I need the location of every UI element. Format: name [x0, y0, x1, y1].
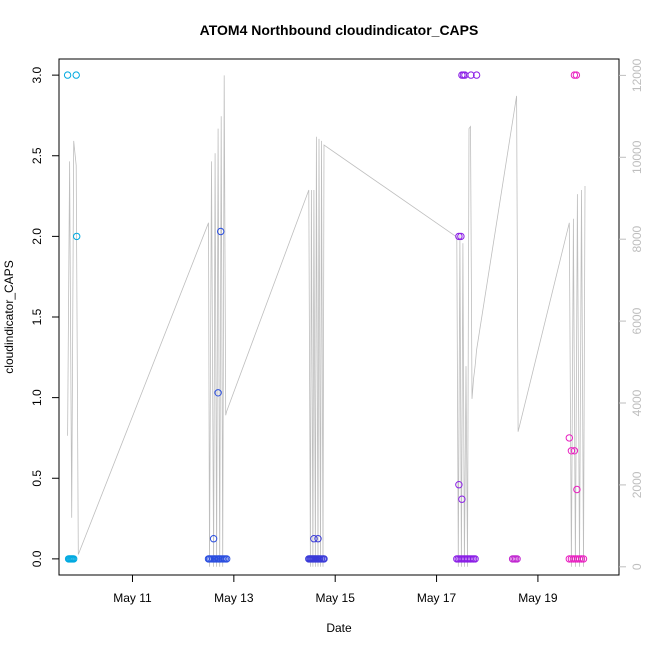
data-point-series-1	[73, 232, 81, 241]
data-point-series-4	[455, 481, 463, 489]
data-point-series-4	[467, 71, 475, 79]
right-y-tick-label: 6000	[630, 307, 644, 334]
data-point-series-1	[72, 71, 80, 79]
y-tick-label: 1.5	[30, 308, 44, 325]
right-y-tick-label: 10000	[630, 140, 644, 174]
y-tick-label: 0.5	[30, 470, 44, 487]
data-point-series-1	[70, 555, 78, 563]
data-point-series-4	[457, 232, 465, 241]
x-tick-label: May 11	[113, 591, 152, 605]
y-tick-label: 0.0	[30, 550, 44, 567]
data-point-series-6	[572, 71, 581, 79]
right-y-tick-label: 12000	[630, 58, 644, 92]
y-tick-label: 3.0	[30, 66, 44, 83]
data-point-series-3	[310, 535, 318, 543]
data-point-series-4	[455, 232, 463, 241]
chart-title: ATOM4 Northbound cloudindicator_CAPS	[200, 22, 479, 38]
y-tick-label: 1.0	[30, 389, 44, 406]
plot-area: May 11 May 13 May 15 May 17 May 19 0.0 0.5 1.0 1…	[30, 58, 644, 605]
right-y-tick-label: 2000	[630, 471, 644, 498]
data-point-series-6	[575, 555, 584, 563]
x-axis-label: Date	[326, 621, 352, 635]
data-point-series-6	[565, 434, 573, 442]
data-point-series-4	[472, 71, 481, 79]
data-point-series-6	[577, 555, 586, 563]
right-y-tick-label: 4000	[630, 389, 644, 416]
x-tick-label: May 19	[518, 591, 558, 605]
data-point-series-4	[459, 71, 468, 79]
data-point-series-2	[217, 227, 225, 236]
data-point-series-2	[214, 389, 222, 397]
data-point-series-2	[223, 555, 231, 563]
data-point-series-6	[579, 555, 588, 563]
data-point-series-2	[209, 535, 218, 543]
data-point-series-6	[573, 485, 581, 494]
data-point-series-4	[471, 555, 479, 563]
x-tick-label: May 17	[417, 591, 457, 605]
x-tick-label: May 13	[214, 591, 254, 605]
right-y-tick-label: 8000	[630, 226, 644, 253]
plot-frame	[58, 58, 620, 576]
data-point-series-3	[314, 535, 322, 543]
data-point-series-4	[458, 495, 466, 503]
y-tick-label: 2.5	[30, 147, 44, 164]
data-point-series-6	[567, 447, 576, 455]
data-point-series-3	[320, 555, 328, 563]
y-axis-label: cloudindicator_CAPS	[2, 260, 16, 373]
data-point-series-5	[513, 555, 521, 563]
right-y-tick-label: 0	[630, 563, 644, 570]
data-point-series-6	[570, 447, 579, 455]
y-tick-label: 2.0	[30, 228, 44, 245]
secondary-line-series	[67, 75, 586, 567]
x-tick-label: May 15	[316, 591, 356, 605]
data-point-series-6	[570, 71, 579, 79]
data-point-series-1	[63, 71, 72, 79]
